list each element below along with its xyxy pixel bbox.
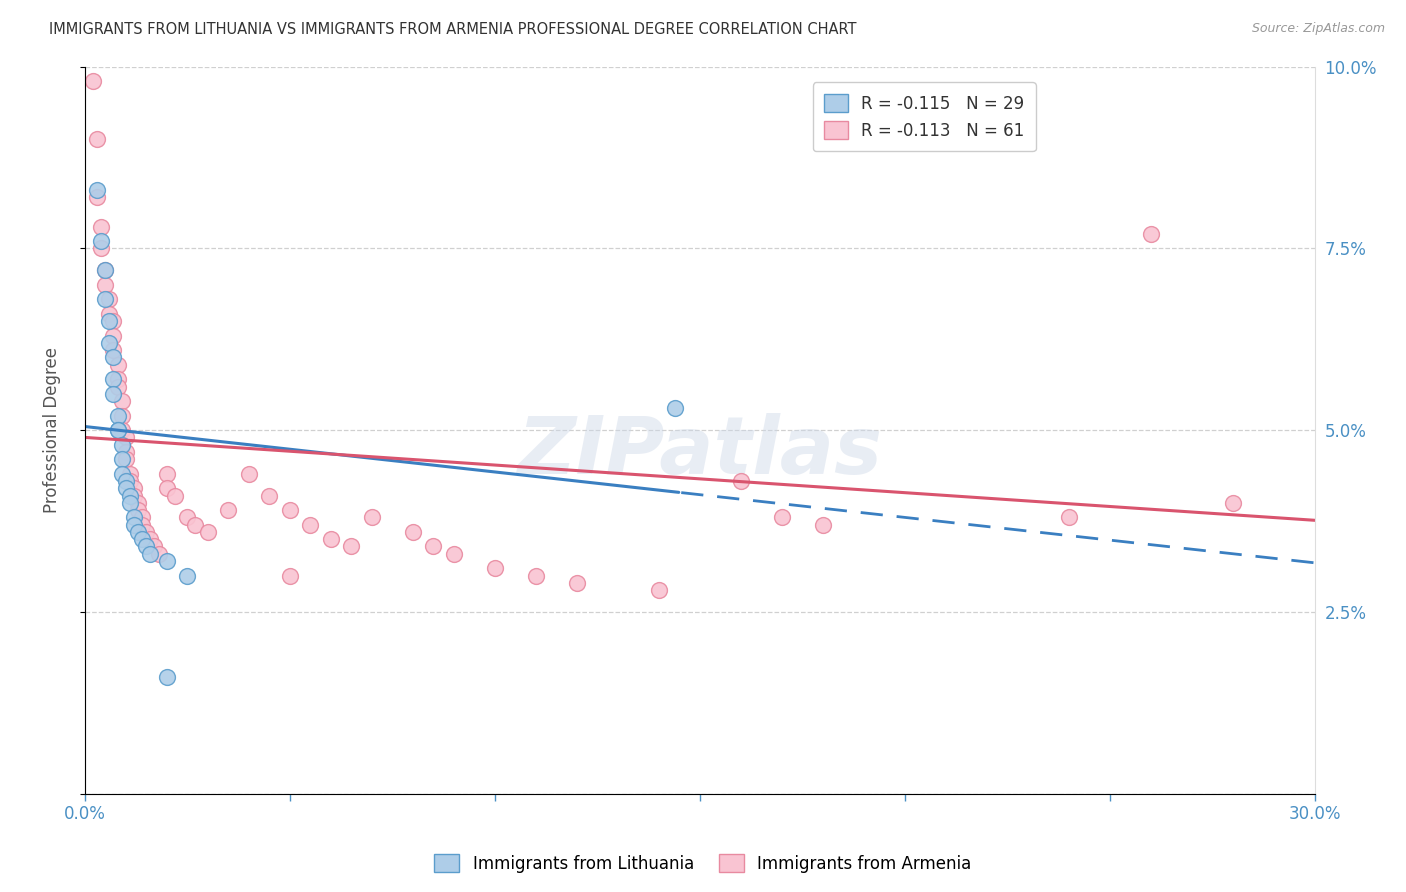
- Point: [524, 568, 547, 582]
- Point: [156, 554, 179, 568]
- Point: [1057, 510, 1080, 524]
- Point: [94, 292, 117, 306]
- Point: [98, 292, 121, 306]
- Point: [103, 314, 125, 328]
- Point: [94, 263, 117, 277]
- Point: [127, 496, 149, 510]
- Point: [135, 540, 157, 554]
- Point: [111, 409, 134, 423]
- Text: ZIPatlas: ZIPatlas: [517, 413, 882, 491]
- Point: [163, 489, 186, 503]
- Point: [340, 540, 363, 554]
- Point: [139, 547, 162, 561]
- Point: [360, 510, 382, 524]
- Point: [118, 474, 141, 488]
- Point: [103, 372, 125, 386]
- Point: [103, 351, 125, 365]
- Point: [111, 423, 134, 437]
- Point: [811, 517, 834, 532]
- Point: [107, 372, 129, 386]
- Point: [176, 568, 198, 582]
- Point: [143, 540, 166, 554]
- Point: [184, 517, 207, 532]
- Point: [648, 583, 671, 598]
- Point: [114, 474, 136, 488]
- Point: [217, 503, 239, 517]
- Point: [319, 532, 342, 546]
- Point: [111, 467, 134, 481]
- Point: [257, 489, 280, 503]
- Point: [103, 386, 125, 401]
- Point: [122, 481, 145, 495]
- Point: [443, 547, 465, 561]
- Point: [98, 307, 121, 321]
- Point: [422, 540, 444, 554]
- Point: [114, 481, 136, 495]
- Point: [111, 438, 134, 452]
- Point: [278, 568, 301, 582]
- Point: [103, 343, 125, 358]
- Point: [90, 234, 112, 248]
- Point: [118, 467, 141, 481]
- Point: [107, 358, 129, 372]
- Point: [122, 517, 145, 532]
- Point: [90, 241, 112, 255]
- Point: [114, 430, 136, 444]
- Legend: R = -0.115   N = 29, R = -0.113   N = 61: R = -0.115 N = 29, R = -0.113 N = 61: [813, 82, 1036, 152]
- Point: [107, 379, 129, 393]
- Point: [107, 409, 129, 423]
- Point: [197, 524, 219, 539]
- Point: [238, 467, 260, 481]
- Point: [127, 503, 149, 517]
- Point: [730, 474, 752, 488]
- Point: [107, 423, 129, 437]
- Point: [111, 394, 134, 409]
- Point: [176, 510, 198, 524]
- Point: [131, 532, 153, 546]
- Point: [114, 445, 136, 459]
- Point: [127, 524, 149, 539]
- Point: [1139, 227, 1161, 241]
- Text: Source: ZipAtlas.com: Source: ZipAtlas.com: [1251, 22, 1385, 36]
- Point: [118, 489, 141, 503]
- Point: [94, 263, 117, 277]
- Point: [122, 510, 145, 524]
- Point: [86, 132, 108, 146]
- Point: [103, 328, 125, 343]
- Point: [82, 74, 104, 88]
- Point: [98, 335, 121, 350]
- Point: [664, 401, 686, 416]
- Legend: Immigrants from Lithuania, Immigrants from Armenia: Immigrants from Lithuania, Immigrants fr…: [427, 847, 979, 880]
- Y-axis label: Professional Degree: Professional Degree: [44, 347, 60, 513]
- Point: [770, 510, 793, 524]
- Point: [118, 496, 141, 510]
- Point: [278, 503, 301, 517]
- Text: IMMIGRANTS FROM LITHUANIA VS IMMIGRANTS FROM ARMENIA PROFESSIONAL DEGREE CORRELA: IMMIGRANTS FROM LITHUANIA VS IMMIGRANTS …: [49, 22, 856, 37]
- Point: [98, 314, 121, 328]
- Point: [156, 481, 179, 495]
- Point: [131, 510, 153, 524]
- Point: [122, 489, 145, 503]
- Point: [156, 670, 179, 684]
- Point: [299, 517, 322, 532]
- Point: [94, 277, 117, 292]
- Point: [484, 561, 506, 575]
- Point: [139, 532, 162, 546]
- Point: [565, 575, 588, 590]
- Point: [90, 219, 112, 234]
- Point: [107, 423, 129, 437]
- Point: [135, 524, 157, 539]
- Point: [131, 517, 153, 532]
- Point: [402, 524, 425, 539]
- Point: [1222, 496, 1244, 510]
- Point: [86, 190, 108, 204]
- Point: [86, 183, 108, 197]
- Point: [156, 467, 179, 481]
- Point: [111, 452, 134, 467]
- Point: [148, 547, 170, 561]
- Point: [114, 452, 136, 467]
